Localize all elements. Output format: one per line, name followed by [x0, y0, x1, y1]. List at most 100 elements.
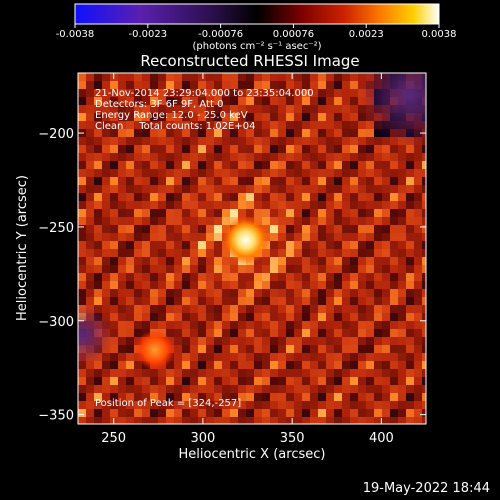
image-pixel — [414, 305, 422, 313]
image-pixel — [318, 337, 326, 345]
image-pixel — [414, 145, 422, 153]
image-pixel — [254, 329, 262, 337]
image-pixel — [374, 193, 382, 201]
image-pixel — [190, 241, 198, 249]
image-pixel — [270, 217, 278, 225]
image-pixel — [126, 169, 134, 177]
image-pixel — [246, 145, 254, 153]
image-pixel — [158, 257, 166, 265]
image-pixel — [238, 353, 246, 361]
image-pixel — [406, 241, 414, 249]
image-pixel — [238, 81, 246, 89]
image-pixel — [366, 361, 374, 369]
image-pixel — [166, 209, 174, 217]
image-pixel — [414, 257, 422, 265]
image-pixel — [206, 97, 214, 105]
image-pixel — [310, 321, 318, 329]
image-pixel — [222, 89, 230, 97]
image-pixel — [310, 369, 318, 377]
image-pixel — [310, 153, 318, 161]
image-pixel — [134, 249, 142, 257]
image-pixel — [198, 401, 206, 409]
image-pixel — [126, 161, 134, 169]
image-pixel — [198, 121, 206, 129]
chart-title: Reconstructed RHESSI Image — [140, 52, 360, 70]
image-pixel — [214, 417, 222, 424]
image-pixel — [310, 337, 318, 345]
image-pixel — [166, 129, 174, 137]
image-pixel — [126, 105, 134, 113]
image-pixel — [342, 369, 350, 377]
image-pixel — [318, 273, 326, 281]
image-pixel — [246, 161, 254, 169]
image-pixel — [230, 273, 238, 281]
image-pixel — [134, 185, 142, 193]
image-pixel — [110, 145, 118, 153]
image-pixel — [238, 377, 246, 385]
image-pixel — [214, 177, 222, 185]
image-pixel — [278, 73, 286, 81]
image-pixel — [318, 257, 326, 265]
image-pixel — [366, 249, 374, 257]
image-pixel — [270, 185, 278, 193]
image-pixel — [166, 361, 174, 369]
image-pixel — [150, 233, 158, 241]
image-pixel — [286, 153, 294, 161]
image-pixel — [406, 233, 414, 241]
image-pixel — [174, 81, 182, 89]
plot-area: 250 300 350 400 −200−250−300−350 Heliocentr… — [15, 72, 427, 462]
image-pixel — [94, 273, 102, 281]
image-pixel — [278, 297, 286, 305]
image-pixel — [422, 417, 426, 424]
image-pixel — [318, 81, 326, 89]
image-pixel — [342, 209, 350, 217]
image-pixel — [326, 353, 334, 361]
image-pixel — [222, 209, 230, 217]
image-pixel — [198, 265, 206, 273]
image-pixel — [246, 409, 254, 417]
image-pixel — [334, 401, 342, 409]
image-pixel — [222, 313, 230, 321]
image-pixel — [86, 193, 94, 201]
image-pixel — [254, 337, 262, 345]
image-pixel — [150, 177, 158, 185]
image-pixel — [342, 321, 350, 329]
image-pixel — [294, 105, 302, 113]
image-pixel — [310, 401, 318, 409]
image-pixel — [294, 209, 302, 217]
image-pixel — [134, 377, 142, 385]
image-pixel — [238, 297, 246, 305]
image-pixel — [214, 201, 222, 209]
image-pixel — [374, 209, 382, 217]
image-pixel — [190, 369, 198, 377]
image-pixel — [414, 353, 422, 361]
image-pixel — [406, 353, 414, 361]
image-pixel — [142, 97, 150, 105]
image-pixel — [206, 233, 214, 241]
image-pixel — [158, 73, 166, 81]
image-pixel — [150, 313, 158, 321]
image-pixel — [222, 401, 230, 409]
image-pixel — [198, 249, 206, 257]
image-pixel — [214, 305, 222, 313]
image-pixel — [206, 225, 214, 233]
image-pixel — [190, 105, 198, 113]
image-pixel — [422, 321, 426, 329]
image-pixel — [318, 89, 326, 97]
image-pixel — [134, 241, 142, 249]
image-pixel — [270, 129, 278, 137]
image-pixel — [126, 377, 134, 385]
image-pixel — [182, 385, 190, 393]
image-pixel — [238, 73, 246, 81]
image-pixel — [366, 177, 374, 185]
image-pixel — [222, 393, 230, 401]
image-pixel — [78, 153, 86, 161]
image-pixel — [382, 289, 390, 297]
image-pixel — [422, 177, 426, 185]
image-pixel — [190, 113, 198, 121]
image-pixel — [126, 361, 134, 369]
image-pixel — [126, 401, 134, 409]
image-pixel — [230, 113, 238, 121]
image-pixel — [390, 393, 398, 401]
image-pixel — [358, 353, 366, 361]
